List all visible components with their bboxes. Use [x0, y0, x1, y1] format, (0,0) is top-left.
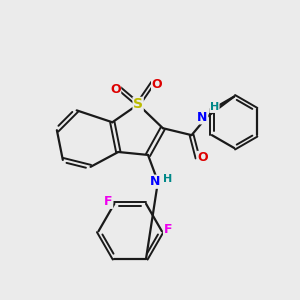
Text: O: O	[152, 78, 162, 91]
Text: H: H	[210, 102, 219, 112]
Text: F: F	[164, 223, 172, 236]
Text: S: S	[133, 98, 143, 111]
Text: N: N	[150, 175, 160, 188]
Text: O: O	[110, 83, 121, 96]
Text: H: H	[163, 174, 172, 184]
Text: O: O	[197, 152, 208, 164]
Text: N: N	[197, 111, 208, 124]
Text: F: F	[104, 195, 112, 208]
